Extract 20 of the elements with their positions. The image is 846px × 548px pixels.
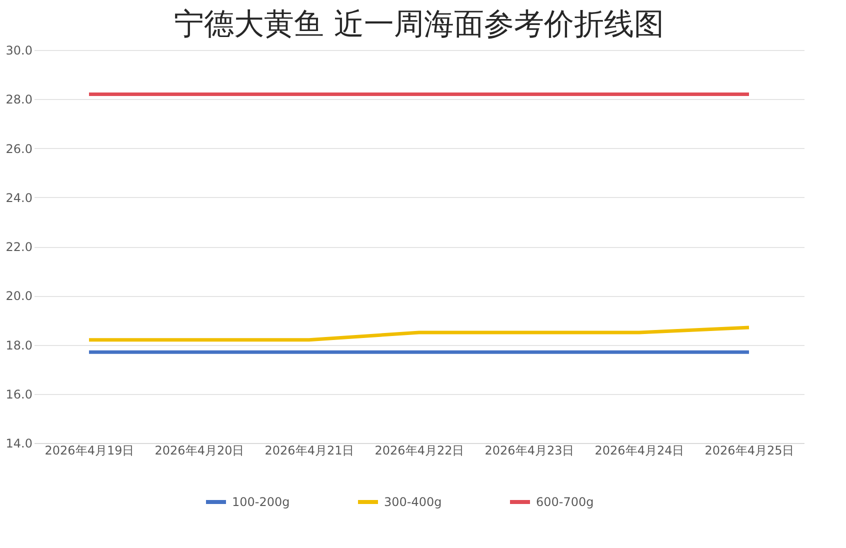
legend-label: 600-700g [536,495,594,509]
y-tick-label: 28.0 [6,92,32,107]
y-tick-label: 14.0 [6,436,32,450]
chart-title: 宁德大黄鱼 近一周海面参考价折线图 [174,7,664,42]
y-tick-label: 26.0 [6,142,32,156]
y-tick-label: 20.0 [6,289,32,304]
x-tick-label: 2026年4月21日 [264,444,354,458]
legend-label: 100-200g [232,495,290,509]
y-tick-label: 30.0 [6,44,32,58]
y-tick-label: 16.0 [6,387,32,402]
y-tick-label: 22.0 [6,240,32,254]
x-tick-label: 2026年4月25日 [704,444,794,458]
x-tick-label: 2026年4月20日 [154,444,244,458]
x-tick-label: 2026年4月22日 [374,444,464,458]
y-tick-label: 18.0 [6,338,32,352]
legend-label: 300-400g [384,495,442,509]
y-tick-label: 24.0 [6,190,32,205]
x-tick-label: 2026年4月19日 [44,444,134,458]
x-tick-label: 2026年4月23日 [484,444,574,458]
x-tick-label: 2026年4月24日 [594,444,684,458]
